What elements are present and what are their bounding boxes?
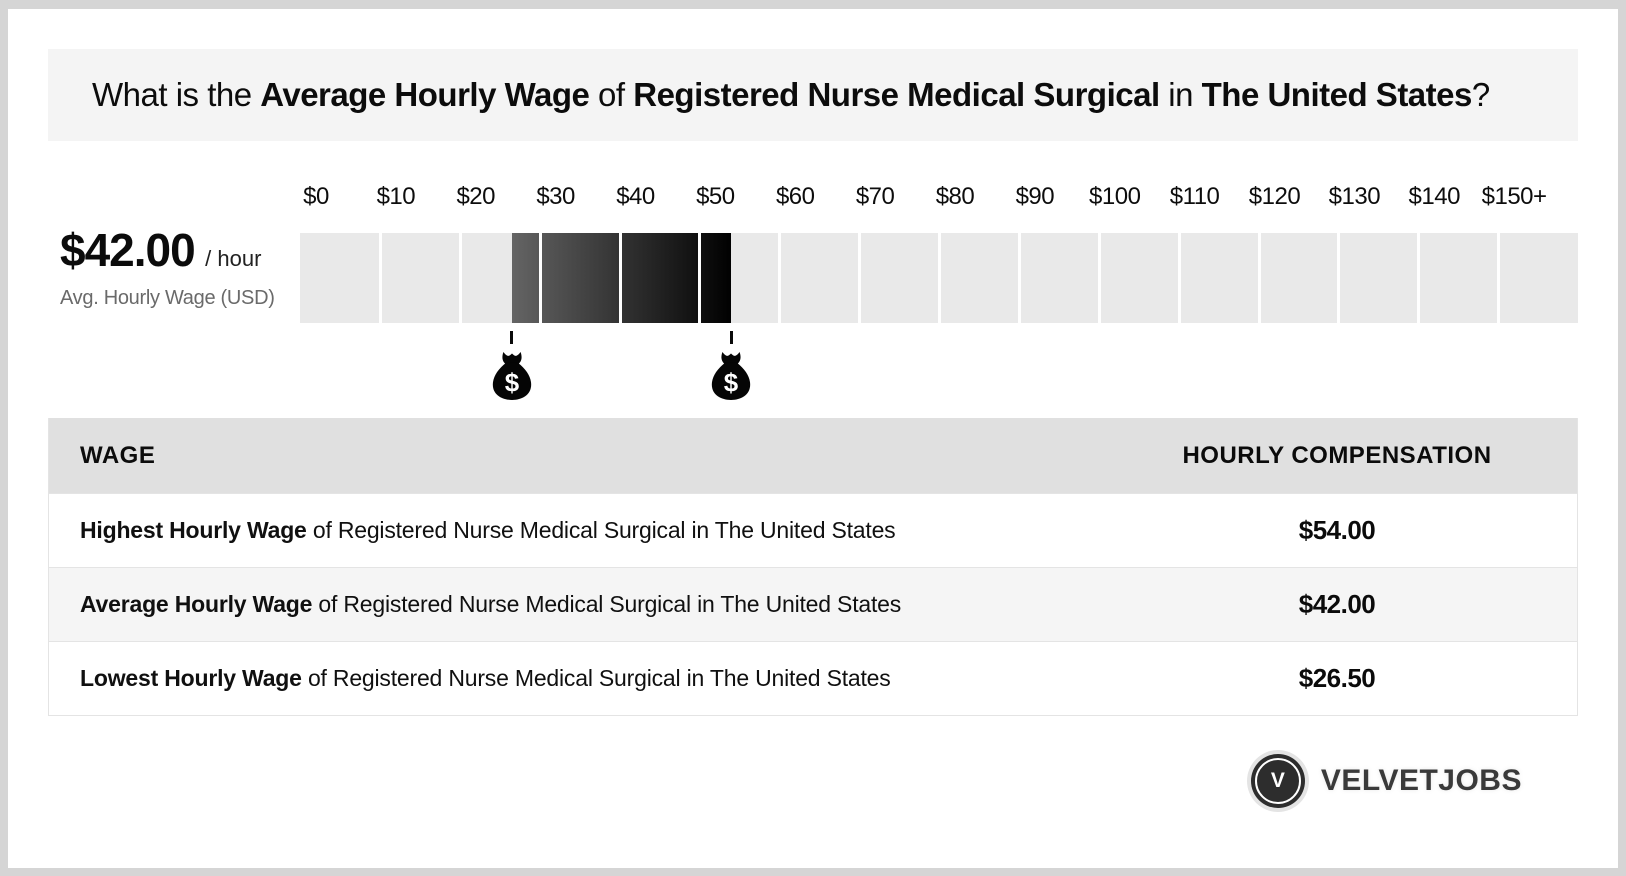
range-markers: $ $	[300, 323, 1578, 407]
velvetjobs-logo-icon[interactable]: V	[1250, 754, 1305, 808]
segment-divider	[1257, 233, 1261, 323]
page-title: What is the Average Hourly Wage of Regis…	[92, 76, 1490, 113]
table-row: Highest Hourly Wage of Registered Nurse …	[49, 493, 1577, 567]
logo-monogram: V	[1270, 769, 1285, 792]
axis-tick: $130	[1328, 183, 1381, 210]
row-value: $42.00	[1298, 589, 1376, 619]
axis-tick: $70	[855, 183, 895, 210]
axis-tick: $90	[1015, 183, 1055, 210]
wage-range-chart: $42.00 / hour Avg. Hourly Wage (USD) $0 …	[48, 141, 1578, 418]
average-wage-summary: $42.00 / hour Avg. Hourly Wage (USD)	[60, 223, 290, 310]
segment-divider	[1177, 233, 1181, 323]
svg-text:$: $	[724, 369, 739, 397]
segment-divider	[938, 233, 941, 323]
segment-divider	[618, 233, 622, 323]
segment-divider	[1017, 233, 1021, 323]
header-wage: WAGE	[80, 442, 156, 469]
wage-table: WAGE HOURLY COMPENSATION Highest Hourly …	[48, 418, 1578, 716]
svg-text:$: $	[504, 369, 519, 397]
segment-divider	[1417, 233, 1421, 323]
segment-divider	[1097, 233, 1101, 323]
axis-tick: $140	[1408, 183, 1461, 210]
velvetjobs-logo-text[interactable]: VELVETJOBS	[1320, 764, 1522, 797]
axis-tick: $30	[536, 183, 575, 210]
segment-divider	[1337, 233, 1341, 323]
average-wage-amount: $42.00	[60, 224, 196, 276]
axis-tick: $150+	[1481, 183, 1547, 210]
axis-tick: $20	[456, 183, 495, 210]
average-wage-per-unit: / hour	[205, 246, 262, 271]
axis-tick: $60	[775, 183, 815, 210]
brand-footer: V VELVETJOBS	[48, 754, 1578, 808]
wage-scale: $0 $10 $20 $30 $40 $50 $60 $70 $80 $90 $…	[300, 181, 1578, 407]
lowest-wage-marker: $	[489, 331, 535, 401]
row-value: $54.00	[1298, 515, 1376, 545]
title-box: What is the Average Hourly Wage of Regis…	[48, 49, 1578, 141]
average-wage-caption: Avg. Hourly Wage (USD)	[60, 287, 275, 309]
segment-divider	[858, 233, 862, 323]
segment-divider	[538, 233, 542, 323]
axis-tick: $10	[376, 183, 416, 210]
axis-tick: $100	[1089, 183, 1141, 210]
axis-tick: $80	[935, 183, 975, 210]
table-header-row: WAGE HOURLY COMPENSATION	[49, 418, 1577, 493]
table-row: Average Hourly Wage of Registered Nurse …	[49, 567, 1577, 641]
segment-divider	[1497, 233, 1501, 323]
axis-tick: $110	[1169, 183, 1220, 210]
infographic-card: What is the Average Hourly Wage of Regis…	[8, 9, 1618, 868]
axis-tick: $120	[1248, 183, 1301, 210]
axis-tick-labels: $0 $10 $20 $30 $40 $50 $60 $70 $80 $90 $…	[300, 181, 1578, 217]
row-label: Lowest Hourly Wage of Registered Nurse M…	[80, 665, 891, 691]
money-bag-icon: $	[712, 352, 751, 400]
marker-tick	[729, 331, 733, 344]
marker-tick	[510, 331, 514, 344]
table-row: Lowest Hourly Wage of Registered Nurse M…	[49, 641, 1577, 715]
row-label: Highest Hourly Wage of Registered Nurse …	[80, 517, 896, 543]
segment-divider	[458, 233, 462, 323]
row-value: $26.50	[1298, 663, 1376, 693]
header-hourly-compensation: HOURLY COMPENSATION	[1182, 442, 1492, 469]
axis-tick: $0	[303, 183, 329, 210]
wage-scale-track	[300, 233, 1578, 323]
segment-divider	[778, 233, 782, 323]
segment-divider	[378, 233, 382, 323]
row-label: Average Hourly Wage of Registered Nurse …	[80, 591, 902, 617]
highest-wage-marker: $	[708, 331, 754, 401]
axis-tick: $50	[696, 183, 735, 210]
segment-divider	[698, 233, 702, 323]
money-bag-icon: $	[492, 352, 531, 400]
axis-tick: $40	[616, 183, 655, 210]
